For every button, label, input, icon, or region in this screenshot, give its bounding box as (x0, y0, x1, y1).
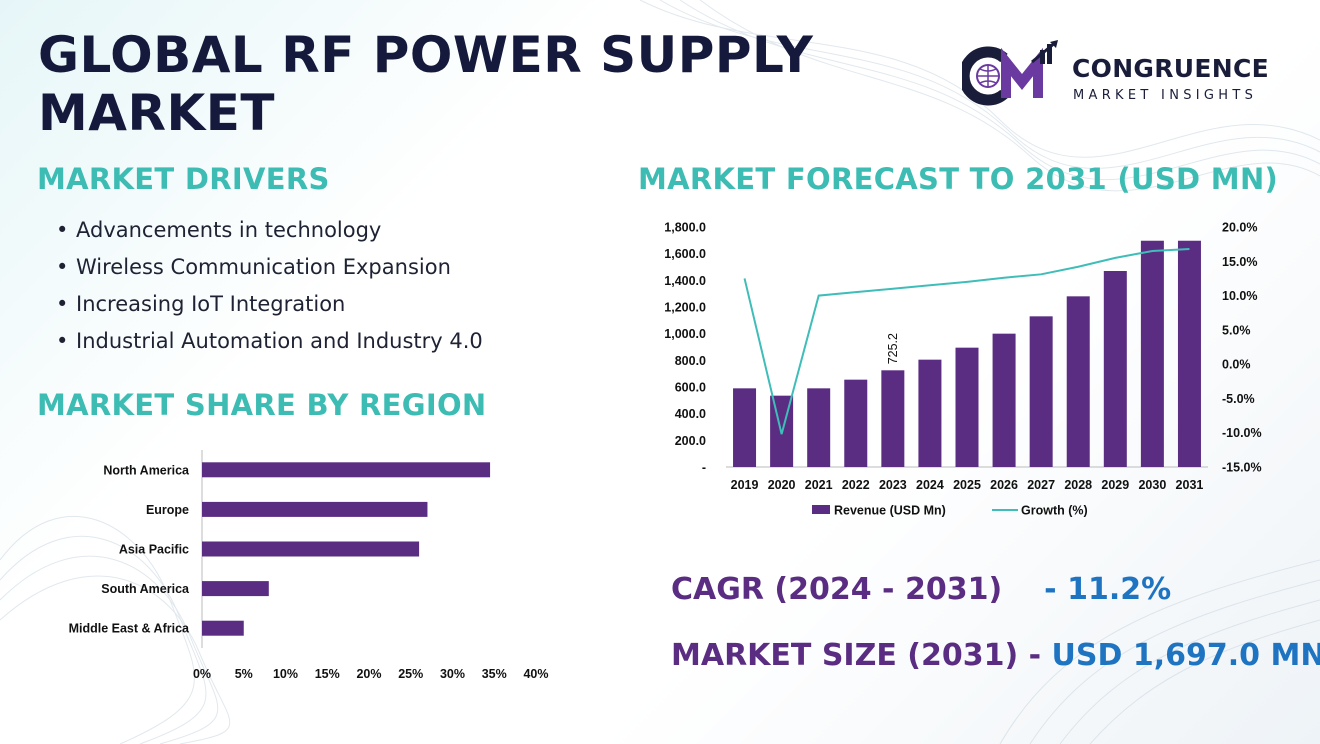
revenue-bar (1103, 271, 1127, 467)
y-tick-label: 600.0 (675, 381, 706, 395)
x-tick-label: 2019 (731, 478, 759, 492)
revenue-bar (955, 347, 979, 467)
market-share-heading: MARKET SHARE BY REGION (37, 388, 487, 422)
list-item: • Industrial Automation and Industry 4.0 (56, 323, 483, 360)
list-item: • Increasing IoT Integration (56, 286, 483, 323)
x-tick-label: 2023 (879, 478, 907, 492)
x-tick-label: 2029 (1101, 478, 1129, 492)
x-tick-label: 2028 (1064, 478, 1092, 492)
cagr-label: CAGR (2024 - 2031) (671, 572, 1003, 607)
x-tick-label: 2027 (1027, 478, 1055, 492)
x-tick-label: 15% (315, 667, 340, 681)
cagr-stat: CAGR (2024 - 2031) - 11.2% (671, 572, 1171, 607)
data-label: 725.2 (886, 333, 900, 364)
market-size-value: USD 1,697.0 MN (1051, 638, 1320, 673)
x-tick-label: 2031 (1176, 478, 1204, 492)
title-line-1: GLOBAL RF POWER SUPPLY (38, 26, 814, 84)
legend-swatch-revenue (812, 505, 830, 514)
revenue-bar (992, 333, 1016, 467)
y-tick-label: 1,400.0 (664, 274, 706, 288)
x-tick-label: 10% (273, 667, 298, 681)
market-size-label: MARKET SIZE (2031) - (671, 638, 1042, 673)
y2-tick-label: -15.0% (1222, 461, 1262, 475)
revenue-bar (807, 388, 831, 467)
y2-tick-label: 5.0% (1222, 323, 1251, 337)
cagr-value: - 11.2% (1044, 572, 1172, 607)
y2-tick-label: -10.0% (1222, 426, 1262, 440)
brand-tagline: MARKET INSIGHTS (1073, 88, 1258, 103)
y-tick-label: - (702, 461, 706, 475)
x-tick-label: 0% (193, 667, 211, 681)
bullet-icon: • (56, 255, 69, 279)
x-tick-label: 40% (523, 667, 548, 681)
driver-text: Advancements in technology (76, 218, 382, 242)
driver-text: Wireless Communication Expansion (76, 255, 451, 279)
revenue-bar (1066, 296, 1090, 467)
y-tick-label: 400.0 (675, 407, 706, 421)
revenue-bar (1029, 316, 1053, 467)
x-tick-label: 2020 (768, 478, 796, 492)
region-category-label: South America (101, 582, 190, 596)
y2-tick-label: 15.0% (1222, 255, 1257, 269)
region-bar (202, 501, 428, 517)
y-tick-label: 200.0 (675, 434, 706, 448)
driver-text: Industrial Automation and Industry 4.0 (76, 329, 483, 353)
region-share-chart: North America Europe Asia Pacific South Ame… (69, 450, 549, 681)
x-tick-label: 20% (356, 667, 381, 681)
list-item: • Advancements in technology (56, 212, 483, 249)
growth-line (743, 247, 1190, 435)
x-tick-label: 2024 (916, 478, 944, 492)
x-tick-label: 5% (235, 667, 253, 681)
y2-tick-label: -5.0% (1222, 392, 1255, 406)
x-tick-label: 2021 (805, 478, 833, 492)
x-tick-label: 30% (440, 667, 465, 681)
x-tick-label: 2022 (842, 478, 870, 492)
y-tick-label: 1,800.0 (664, 221, 706, 235)
market-forecast-chart: - 200.0 400.0 600.0 800.0 1,000.0 1,200.0 1,400… (664, 221, 1262, 518)
y2-tick-label: 20.0% (1222, 221, 1257, 235)
y2-tick-label: 10.0% (1222, 289, 1257, 303)
revenue-bar (881, 370, 905, 467)
market-forecast-heading: MARKET FORECAST TO 2031 (USD MN) (638, 162, 1279, 196)
brand-logo: CONGRUENCE MARKET INSIGHTS (962, 40, 1292, 112)
drivers-list: • Advancements in technology • Wireless Co… (56, 212, 483, 360)
y-tick-label: 1,200.0 (664, 301, 706, 315)
bullet-icon: • (56, 329, 69, 353)
revenue-bar (844, 379, 868, 467)
x-tick-label: 2025 (953, 478, 981, 492)
market-drivers-heading: MARKET DRIVERS (37, 162, 330, 196)
region-category-label: North America (103, 463, 190, 477)
market-size-stat: MARKET SIZE (2031) - USD 1,697.0 MN (671, 638, 1320, 673)
title-line-2: MARKET (38, 84, 275, 142)
revenue-bar (918, 359, 942, 467)
x-tick-label: 35% (482, 667, 507, 681)
x-tick-label: 25% (398, 667, 423, 681)
region-category-label: Middle East & Africa (69, 622, 190, 636)
page-title: GLOBAL RF POWER SUPPLY MARKET (38, 26, 813, 142)
region-bar (202, 541, 420, 557)
legend-label-growth: Growth (%) (1021, 504, 1088, 518)
brand-name: CONGRUENCE (1072, 54, 1270, 83)
region-bar (202, 581, 269, 597)
y-tick-label: 1,600.0 (664, 247, 706, 261)
region-category-label: Europe (146, 503, 189, 517)
revenue-bar (1140, 240, 1164, 467)
bullet-icon: • (56, 218, 69, 242)
bullet-icon: • (56, 292, 69, 316)
driver-text: Increasing IoT Integration (76, 292, 346, 316)
x-tick-label: 2026 (990, 478, 1018, 492)
revenue-bar (733, 388, 757, 467)
x-tick-label: 2030 (1138, 478, 1166, 492)
brand-monogram-icon (962, 40, 1058, 106)
y-tick-label: 800.0 (675, 354, 706, 368)
region-bar (202, 620, 244, 636)
revenue-bar (1177, 240, 1201, 467)
region-bar (202, 462, 491, 478)
region-category-label: Asia Pacific (119, 543, 189, 557)
legend-label-revenue: Revenue (USD Mn) (834, 504, 946, 518)
y2-tick-label: 0.0% (1222, 358, 1251, 372)
y-tick-label: 1,000.0 (664, 327, 706, 341)
list-item: • Wireless Communication Expansion (56, 249, 483, 286)
